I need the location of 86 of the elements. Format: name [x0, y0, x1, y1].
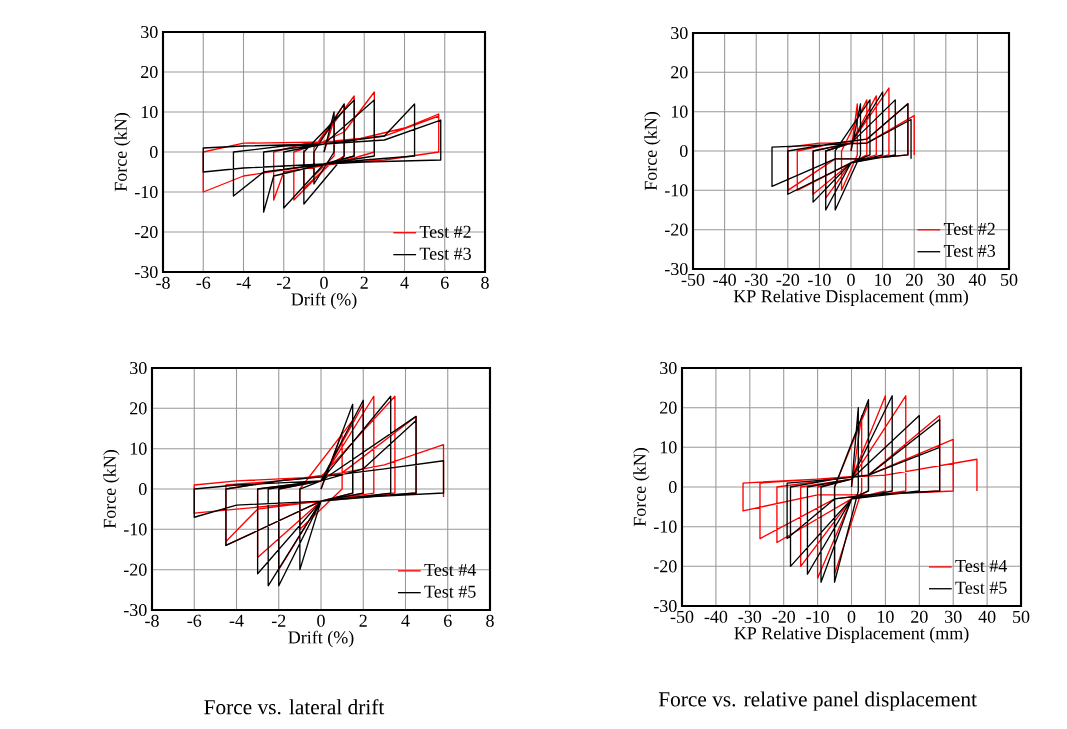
legend-label: Test #4 — [955, 560, 1008, 573]
y-tick-label: -30 — [664, 262, 688, 276]
x-tick-label: -10 — [806, 610, 829, 623]
x-tick-label: -20 — [772, 610, 796, 623]
x-tick-label: -40 — [713, 273, 736, 286]
y-tick-label: -10 — [653, 520, 677, 533]
x-tick-label: -30 — [738, 610, 762, 623]
x-tick-label: 4 — [400, 276, 409, 289]
x-tick-label: -20 — [776, 273, 800, 286]
y-tick-label: 20 — [660, 401, 677, 414]
legend-label: Test #3 — [943, 244, 996, 257]
x-tick-label: 50 — [1013, 610, 1030, 623]
y-tick-label: 10 — [660, 441, 677, 454]
y-axis-title: Force (kN) — [633, 448, 650, 527]
x-tick-label: 30 — [945, 610, 962, 623]
y-axis-title: Force (kN) — [103, 450, 120, 529]
y-tick-label: -10 — [664, 184, 688, 197]
legend-label: Test #5 — [424, 585, 476, 598]
x-axis-title: Drift (%) — [288, 630, 354, 648]
x-axis-title: Drift (%) — [291, 292, 357, 310]
x-axis-title: KP Relative Displacement (mm) — [734, 626, 969, 643]
x-tick-label: 0 — [847, 273, 855, 286]
y-tick-label: 30 — [130, 361, 147, 375]
x-tick-label: 40 — [978, 610, 996, 623]
x-tick-label: -8 — [156, 276, 170, 289]
x-tick-label: -8 — [145, 614, 159, 627]
x-tick-label: -2 — [271, 614, 286, 627]
x-tick-label: 40 — [968, 273, 986, 286]
x-tick-label: -4 — [229, 614, 244, 627]
x-tick-label: 4 — [401, 614, 410, 627]
x-axis-title: KP Relative Displacement (mm) — [733, 289, 968, 306]
legend-label: Test #2 — [943, 222, 995, 235]
y-tick-label: 0 — [679, 144, 688, 158]
y-tick-label: -20 — [653, 560, 677, 573]
y-tick-label: -20 — [664, 223, 688, 236]
x-tick-label: 50 — [1001, 273, 1018, 286]
x-tick-label: 6 — [441, 276, 449, 289]
x-tick-label: 8 — [481, 276, 489, 289]
x-tick-label: 30 — [937, 273, 955, 286]
y-tick-label: 20 — [141, 65, 158, 79]
x-tick-label: 0 — [320, 276, 328, 289]
y-tick-label: 0 — [138, 482, 147, 496]
text: Force vs. relative panel displacement — [658, 691, 977, 711]
legend-label: Test #2 — [419, 225, 471, 238]
y-tick-label: 30 — [671, 26, 688, 40]
x-tick-label: -50 — [681, 273, 705, 286]
line-series — [771, 91, 912, 211]
x-tick-label: -6 — [196, 276, 211, 289]
y-tick-label: 20 — [130, 402, 147, 415]
x-tick-label: -6 — [187, 614, 202, 627]
line-series — [786, 395, 941, 583]
y-tick-label: -30 — [653, 599, 677, 613]
x-tick-label: 6 — [444, 614, 452, 627]
y-tick-label: 10 — [671, 105, 688, 118]
x-tick-label: 2 — [359, 614, 367, 627]
x-tick-label: -4 — [236, 276, 251, 289]
x-tick-label: -30 — [744, 273, 768, 286]
x-tick-label: 0 — [847, 610, 856, 623]
x-tick-label: 20 — [911, 610, 928, 623]
x-tick-label: 20 — [906, 273, 923, 286]
y-tick-label: 30 — [141, 25, 158, 39]
x-tick-label: 10 — [875, 273, 891, 286]
x-tick-label: -50 — [670, 610, 694, 623]
x-tick-label: -10 — [808, 273, 831, 286]
y-tick-label: 10 — [141, 105, 158, 119]
y-tick-label: -10 — [123, 523, 147, 536]
x-tick-label: 10 — [878, 610, 894, 623]
y-tick-label: 0 — [668, 480, 677, 494]
y-axis-title: Force (kN) — [114, 113, 131, 192]
x-tick-label: -40 — [704, 610, 728, 623]
y-tick-label: 30 — [660, 361, 677, 375]
y-tick-label: 20 — [671, 66, 688, 79]
y-tick-label: 10 — [130, 442, 147, 455]
x-tick-label: 8 — [486, 614, 494, 627]
x-tick-label: 0 — [317, 614, 325, 627]
y-tick-label: -20 — [134, 225, 158, 239]
y-tick-label: -10 — [134, 185, 158, 199]
y-tick-label: -20 — [123, 563, 147, 576]
text: Force vs. lateral drift — [204, 699, 385, 715]
legend-label: Test #4 — [424, 563, 477, 576]
y-tick-label: 0 — [149, 145, 158, 159]
x-tick-label: -2 — [276, 276, 291, 289]
x-tick-label: 2 — [360, 276, 368, 289]
y-axis-title: Force (kN) — [644, 112, 661, 191]
legend-label: Test #5 — [955, 581, 1007, 594]
legend-label: Test #3 — [419, 247, 471, 260]
